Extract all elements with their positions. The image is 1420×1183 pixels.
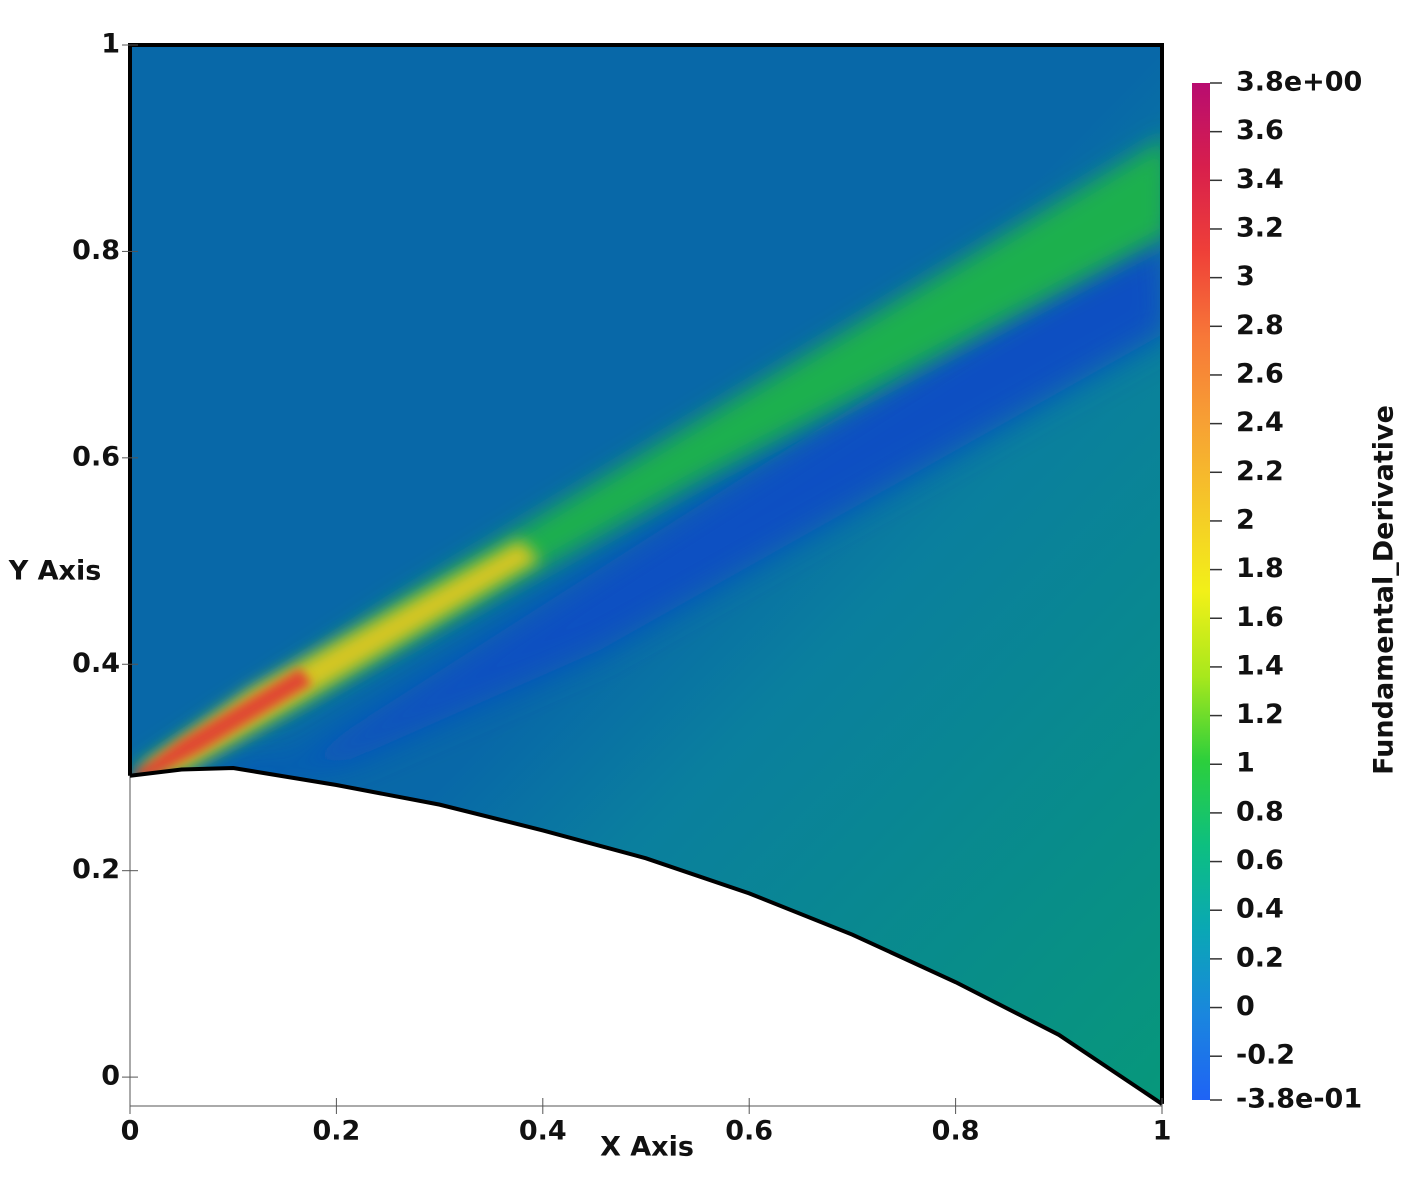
y-tick-label: 0.4 <box>72 648 120 679</box>
colorbar-title: Fundamental_Derivative <box>1369 405 1400 775</box>
x-tick-label: 0.4 <box>519 1116 567 1147</box>
colorbar <box>1192 83 1210 1100</box>
y-tick-label: 0.6 <box>72 441 120 472</box>
x-tick-label: 0 <box>121 1116 140 1147</box>
colorbar-tick-label: 3 <box>1236 261 1255 292</box>
field-band <box>130 668 312 778</box>
colorbar-tick-label: 2.2 <box>1236 456 1284 487</box>
x-tick-label: 0.2 <box>312 1116 360 1147</box>
colorbar-tick-label: 2.6 <box>1236 358 1284 389</box>
colorbar-tick-label: 2.8 <box>1236 310 1284 341</box>
colorbar-tick-label: 0.6 <box>1236 845 1284 876</box>
colorbar-tick-label: 3.4 <box>1236 164 1284 195</box>
x-tick-label: 0.8 <box>932 1116 980 1147</box>
y-tick-label: 0.2 <box>72 854 120 885</box>
colorbar-tick-label: 1.2 <box>1236 699 1284 730</box>
colorbar-tick-label: 0.4 <box>1236 894 1284 925</box>
lower-boundary <box>129 765 1164 1106</box>
colorbar-tick-label: 2 <box>1236 504 1255 535</box>
colorbar-tick-label: 0.2 <box>1236 942 1284 973</box>
y-tick-label: 0 <box>101 1061 120 1092</box>
x-tick-label: 0.6 <box>725 1116 773 1147</box>
field <box>130 45 1162 1104</box>
colorbar-tick-label: 0 <box>1236 991 1255 1022</box>
colorbar-tick-label: 2.4 <box>1236 407 1284 438</box>
colorbar-tick-label: 1.4 <box>1236 650 1284 681</box>
colorbar-tick-label: -0.2 <box>1236 1040 1295 1071</box>
x-tick-label: 1 <box>1153 1116 1172 1147</box>
boundary-outline <box>128 43 1164 1104</box>
x-axis-label: X Axis <box>600 1132 694 1163</box>
colorbar-tick-label: 1.8 <box>1236 553 1284 584</box>
y-tick-label: 0.8 <box>72 235 120 266</box>
colorbar-tick-label: 3.6 <box>1236 115 1284 146</box>
colorbar-tick-label: 1 <box>1236 748 1255 779</box>
colorbar-tick-label: 3.8e+00 <box>1236 67 1362 98</box>
colorbar-tick-label: -3.8e-01 <box>1236 1084 1362 1115</box>
colorbar-tick-label: 0.8 <box>1236 796 1284 827</box>
y-axis-label: Y Axis <box>8 556 102 587</box>
colorbar-tick-label: 3.2 <box>1236 212 1284 243</box>
y-tick-label: 1 <box>101 29 120 60</box>
colorbar-tick-label: 1.6 <box>1236 602 1284 633</box>
